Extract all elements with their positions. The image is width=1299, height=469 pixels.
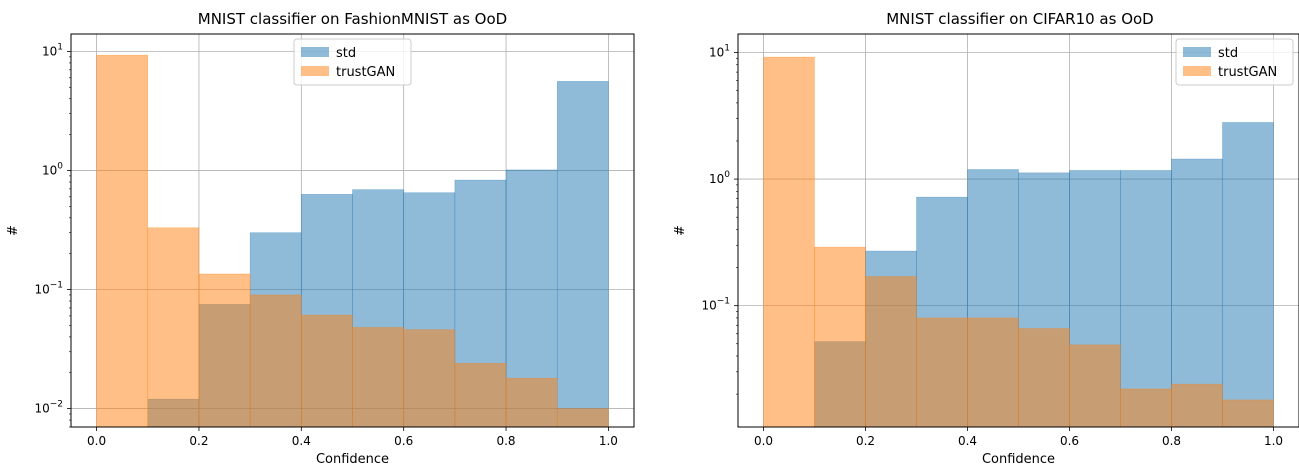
bar-trustgan-5: [1018, 328, 1070, 428]
plot-frame: [70, 33, 635, 428]
legend-swatch-std: [301, 47, 329, 57]
bar-trustgan-0: [763, 56, 815, 428]
x-tick-label: 0.6: [394, 434, 413, 448]
x-axis-ticks: 0.0 0.2 0.4 0.6 0.8 1.0: [87, 427, 618, 448]
x-axis-label: Confidence: [982, 452, 1055, 467]
bar-std-9: [1222, 122, 1274, 428]
y-tick-label: 101: [42, 42, 63, 58]
y-axis-label: #: [673, 225, 688, 236]
x-tick-label: 0.8: [496, 434, 515, 448]
bar-trustgan-6: [403, 329, 456, 428]
bar-trustgan-0: [96, 54, 149, 428]
legend-swatch-trustgan: [1183, 66, 1211, 76]
x-tick-label: 0.4: [292, 434, 311, 448]
bar-trustgan-2: [198, 273, 251, 428]
x-tick-label: 0.0: [87, 434, 106, 448]
chart-title: MNIST classifier on CIFAR10 as OoD: [886, 10, 1154, 28]
y-tick-label: 10−1: [34, 281, 63, 297]
bar-trustgan-1: [147, 227, 200, 428]
legend-swatch-std: [1183, 47, 1211, 57]
bar-trustgan-4: [301, 314, 353, 428]
chart-panel-fashionmnist: MNIST classifier on FashionMNIST as OoD …: [6, 10, 635, 467]
series-trustgan-bars: [763, 56, 1274, 428]
bar-trustgan-5: [352, 327, 404, 428]
x-tick-label: 0.6: [1060, 434, 1079, 448]
legend: std trustGAN: [293, 38, 412, 86]
y-axis-ticks: 10−2 10−1 100 101: [34, 42, 71, 428]
x-tick-label: 0.8: [1162, 434, 1181, 448]
bar-std-7: [1120, 170, 1172, 428]
x-axis-label: Confidence: [316, 452, 389, 467]
bar-trustgan-3: [916, 317, 968, 428]
chart-title: MNIST classifier on FashionMNIST as OoD: [198, 10, 507, 28]
legend-label-trustgan: trustGAN: [336, 65, 395, 80]
legend-label-std: std: [1218, 46, 1238, 61]
legend-label-trustgan: trustGAN: [1218, 65, 1277, 80]
bar-trustgan-4: [967, 317, 1019, 428]
x-tick-label: 0.2: [856, 434, 875, 448]
bar-trustgan-7: [1120, 388, 1172, 428]
y-axis-ticks: 10−1 100 101: [701, 43, 738, 395]
bar-trustgan-7: [454, 363, 507, 428]
bar-trustgan-3: [249, 294, 302, 428]
x-tick-label: 0.4: [958, 434, 977, 448]
x-tick-label: 1.0: [1264, 434, 1283, 448]
bar-trustgan-9: [556, 408, 609, 428]
y-tick-label: 10−1: [701, 297, 730, 313]
y-tick-label: 101: [709, 43, 730, 59]
bar-trustgan-2: [865, 276, 917, 428]
y-tick-label: 10−2: [34, 400, 63, 416]
x-tick-label: 0.2: [189, 434, 208, 448]
bar-trustgan-8: [1171, 383, 1223, 428]
plot-frame: [737, 33, 1299, 428]
series-trustgan-bars: [96, 54, 609, 428]
legend-label-std: std: [336, 46, 356, 61]
legend: std trustGAN: [1175, 38, 1294, 86]
x-tick-label: 1.0: [599, 434, 618, 448]
bar-trustgan-6: [1069, 344, 1121, 428]
bar-trustgan-9: [1222, 399, 1274, 428]
bar-trustgan-8: [505, 377, 558, 428]
bar-std-8: [1171, 158, 1223, 428]
y-axis-label: #: [6, 225, 21, 236]
chart-panel-cifar10: MNIST classifier on CIFAR10 as OoD 0.0 0.…: [673, 10, 1299, 467]
legend-swatch-trustgan: [301, 66, 329, 76]
bar-trustgan-1: [814, 246, 866, 428]
x-axis-ticks: 0.0 0.2 0.4 0.6 0.8 1.0: [754, 427, 1283, 448]
bar-std-9: [556, 81, 609, 428]
y-tick-label: 100: [42, 161, 63, 177]
x-tick-label: 0.0: [754, 434, 773, 448]
y-tick-label: 100: [709, 170, 730, 186]
